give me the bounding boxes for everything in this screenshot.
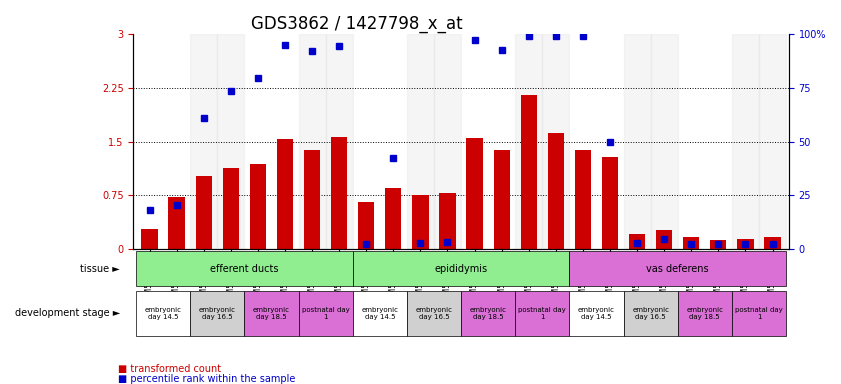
Bar [542,34,569,249]
FancyBboxPatch shape [245,291,299,336]
Bar [732,34,759,249]
Bar [629,234,645,249]
Text: embryonic
day 18.5: embryonic day 18.5 [686,307,723,320]
Bar [250,164,266,249]
Bar [623,34,651,249]
Text: postnatal day
1: postnatal day 1 [302,307,350,320]
FancyBboxPatch shape [732,291,786,336]
FancyBboxPatch shape [299,291,352,336]
Text: embryonic
day 14.5: embryonic day 14.5 [145,307,182,320]
FancyBboxPatch shape [136,251,352,286]
Bar [299,34,325,249]
Bar [711,240,727,249]
Text: epididymis: epididymis [435,263,488,273]
Bar [516,34,542,249]
Text: postnatal day
1: postnatal day 1 [518,307,566,320]
FancyBboxPatch shape [461,291,516,336]
Text: vas deferens: vas deferens [647,263,709,273]
Text: embryonic
day 16.5: embryonic day 16.5 [415,307,452,320]
Bar [407,34,434,249]
Bar [656,230,672,249]
Text: embryonic
day 14.5: embryonic day 14.5 [578,307,615,320]
Bar [521,95,537,249]
Bar [277,139,294,249]
Bar [574,150,591,249]
FancyBboxPatch shape [352,251,569,286]
Bar [494,150,510,249]
FancyBboxPatch shape [136,291,190,336]
Text: embryonic
day 16.5: embryonic day 16.5 [198,307,235,320]
Text: ■ transformed count: ■ transformed count [118,364,221,374]
FancyBboxPatch shape [352,291,407,336]
Bar [358,202,374,249]
Bar [547,133,564,249]
Text: GDS3862 / 1427798_x_at: GDS3862 / 1427798_x_at [251,15,463,33]
Text: embryonic
day 18.5: embryonic day 18.5 [469,307,506,320]
Bar [439,193,456,249]
FancyBboxPatch shape [678,291,732,336]
Bar [651,34,678,249]
Bar [683,237,700,249]
Bar [304,150,320,249]
Text: embryonic
day 14.5: embryonic day 14.5 [362,307,399,320]
Bar [325,34,352,249]
Text: postnatal day
1: postnatal day 1 [735,307,783,320]
Bar [196,176,212,249]
Bar [412,195,429,249]
Bar [223,168,239,249]
Text: embryonic
day 18.5: embryonic day 18.5 [253,307,290,320]
Text: embryonic
day 16.5: embryonic day 16.5 [632,307,669,320]
FancyBboxPatch shape [623,291,678,336]
Bar [759,34,786,249]
Bar [738,239,754,249]
Bar [385,188,401,249]
FancyBboxPatch shape [516,291,569,336]
FancyBboxPatch shape [190,291,245,336]
Text: tissue ►: tissue ► [81,263,120,273]
Text: development stage ►: development stage ► [15,308,120,318]
FancyBboxPatch shape [569,291,623,336]
Bar [467,138,483,249]
Bar [602,157,618,249]
Bar [331,137,347,249]
Bar [217,34,245,249]
Text: ■ percentile rank within the sample: ■ percentile rank within the sample [118,374,295,384]
FancyBboxPatch shape [407,291,461,336]
Bar [434,34,461,249]
Bar [168,197,185,249]
Bar [141,229,157,249]
FancyBboxPatch shape [569,251,786,286]
Text: efferent ducts: efferent ducts [210,263,278,273]
Bar [190,34,217,249]
Bar [764,237,780,249]
